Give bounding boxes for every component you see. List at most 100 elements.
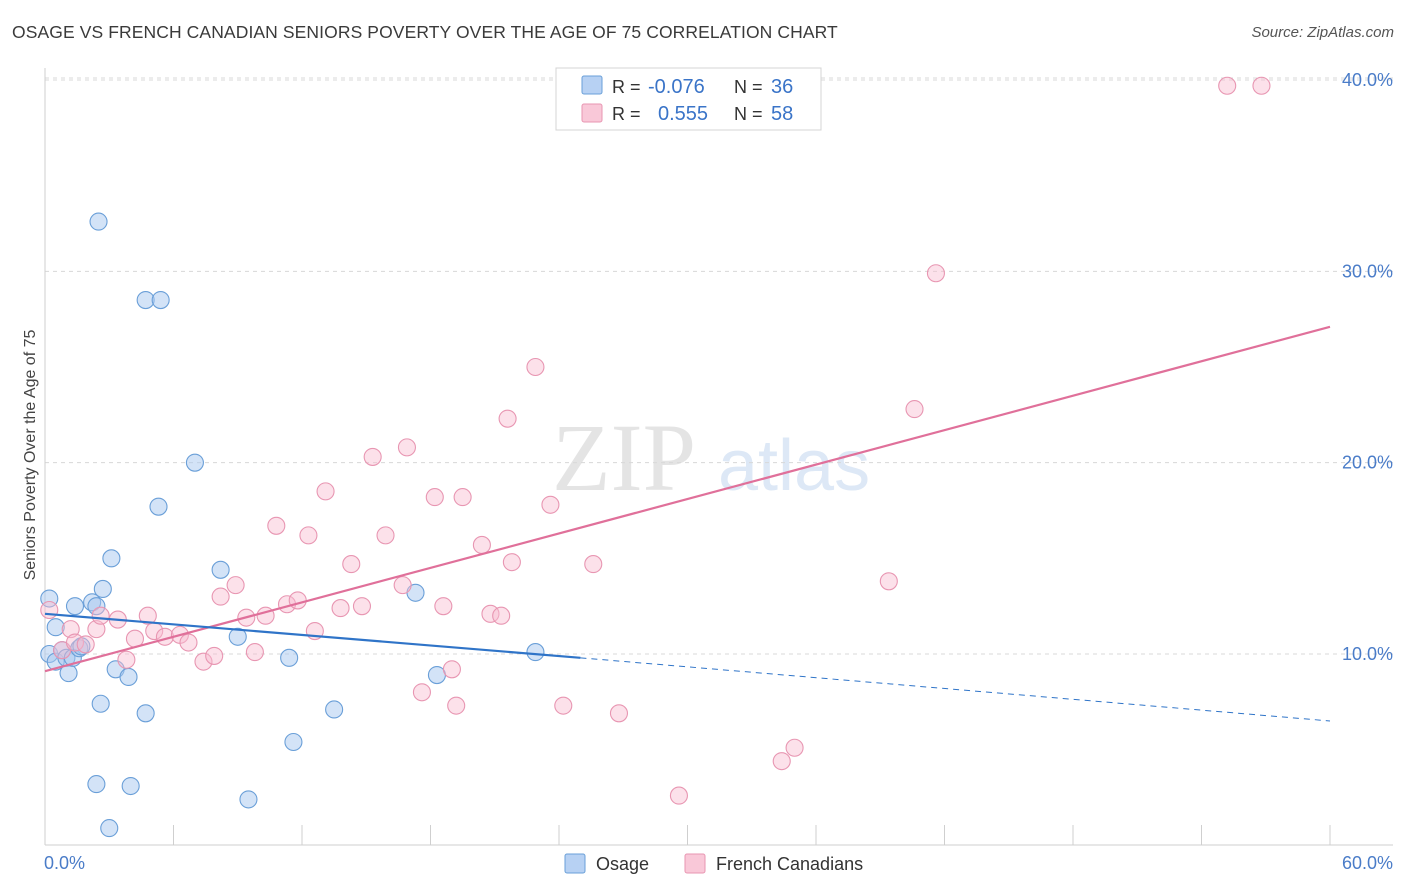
french-canadians-points [40,76,1271,805]
french-canadians-point [205,646,224,665]
french-canadians-point [194,652,213,671]
y-tick-label: 20.0% [1342,453,1393,473]
french-canadians-point [138,606,157,625]
osage-point [185,453,204,472]
french-canadians-point [425,488,444,507]
french-canadians-point [772,752,791,771]
osage-point [100,819,119,838]
bottom-legend-french-swatch [684,853,706,874]
french-canadians-point [1252,76,1271,95]
trend-lines [44,325,1331,722]
source-label: Source: ZipAtlas.com [1251,24,1394,41]
french-canadians-point [442,660,461,679]
osage-point [136,704,155,723]
french-canadians-point [393,576,412,595]
french-canadians-point [299,526,318,545]
tick-labels: 10.0% 20.0% 30.0% 40.0% 0.0% 60.0% [44,70,1393,873]
osage-point [149,497,168,516]
osage-point [325,700,344,719]
legend-french-n-label: N = [734,104,763,124]
french-canadians-point [609,704,629,723]
french-canadians-point [785,738,804,757]
legend-osage-r-value: -0.076 [648,76,705,98]
french-canadians-point [472,535,491,554]
french-canadians-point [331,599,350,618]
osage-point [228,627,247,646]
french-canadians-point [87,620,106,639]
x-tick-label: 0.0% [44,853,85,873]
osage-point [46,618,65,637]
osage-point [211,560,230,579]
legend-osage-r-label: R = [612,77,641,97]
french-canadians-point [179,633,198,652]
chart-title: OSAGE VS FRENCH CANADIAN SENIORS POVERTY… [12,22,838,42]
osage-point [87,597,106,616]
french-canadians-point [1218,76,1237,95]
french-canadians-point [245,643,264,662]
osage-point [121,776,140,796]
french-canadians-point [584,555,603,574]
osage-point [119,667,138,687]
stats-legend: R = -0.076 N = 36 R = 0.555 N = 58 [555,67,822,131]
watermark-atlas: atlas [718,426,870,506]
french-canadians-point [397,438,416,457]
legend-french-n-value: 58 [771,103,793,125]
french-canadians-point [453,488,472,507]
french-canadians-point [342,555,361,574]
french-canadians-trend-line [44,325,1331,673]
y-tick-label: 10.0% [1342,644,1393,664]
french-canadians-point [905,400,924,419]
french-canadians-point [498,409,517,428]
french-canadians-point [447,696,466,715]
french-canadians-point [91,606,110,625]
osage-point [151,290,170,310]
osage-point [65,597,85,616]
legend-osage-n-label: N = [734,77,763,97]
french-canadians-point [76,635,95,654]
osage-point [239,790,258,809]
french-canadians-point [669,786,688,805]
french-canadians-point [316,482,335,501]
osage-point [526,643,545,662]
legend-osage-n-value: 36 [771,76,793,98]
legend-french-swatch [581,103,603,123]
osage-trend-line [44,612,581,659]
osage-trend-extension [580,657,1331,722]
osage-point [280,648,299,667]
gridlines [45,77,1393,655]
osage-point [91,694,110,713]
y-tick-label: 30.0% [1342,261,1393,281]
french-canadians-point [288,591,307,610]
osage-points [40,212,545,838]
watermark-zip: ZIP [552,404,696,511]
french-canadians-point [267,516,286,535]
axes [44,68,1393,846]
french-canadians-point [492,606,511,625]
osage-point [89,212,108,231]
osage-point [102,549,121,568]
osage-point [93,579,112,598]
french-canadians-point [40,600,59,620]
bottom-legend-french-label: French Canadians [716,854,863,874]
y-tick-label: 40.0% [1342,70,1393,90]
y-axis-label: Seniors Poverty Over the Age of 75 [22,330,39,581]
french-canadians-point [211,587,230,606]
osage-point [284,732,303,752]
bottom-legend-osage-swatch [564,853,586,874]
french-canadians-point [502,553,521,572]
legend-french-r-value: 0.555 [658,103,708,125]
bottom-legend-osage-label: Osage [596,854,649,874]
french-canadians-point [352,597,372,616]
french-canadians-point [554,696,573,715]
french-canadians-point [526,357,545,377]
french-canadians-point [926,264,945,283]
legend-osage-swatch [581,75,603,95]
french-canadians-point [412,683,431,702]
x-tick-label: 60.0% [1342,853,1393,873]
french-canadians-point [363,447,382,466]
french-canadians-point [117,650,136,669]
french-canadians-point [879,572,898,591]
french-canadians-point [376,526,395,545]
french-canadians-point [541,495,560,514]
